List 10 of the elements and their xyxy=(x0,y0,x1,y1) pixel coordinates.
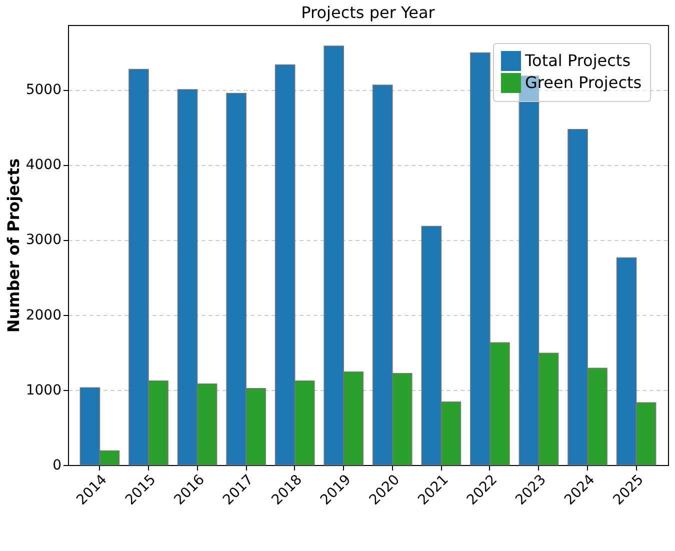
legend-label: Total Projects xyxy=(524,51,631,70)
y-tick-label: 5000 xyxy=(26,82,62,98)
y-tick-label: 2000 xyxy=(26,307,62,324)
y-tick-label: 0 xyxy=(52,458,62,474)
y-tick-label: 1000 xyxy=(26,382,62,398)
chart-title: Projects per Year xyxy=(301,3,436,22)
legend-label: Green Projects xyxy=(525,73,642,92)
y-axis-title: Number of Projects xyxy=(4,158,23,333)
y-tick-label: 4000 xyxy=(26,157,62,174)
y-tick-label: 3000 xyxy=(26,232,62,248)
